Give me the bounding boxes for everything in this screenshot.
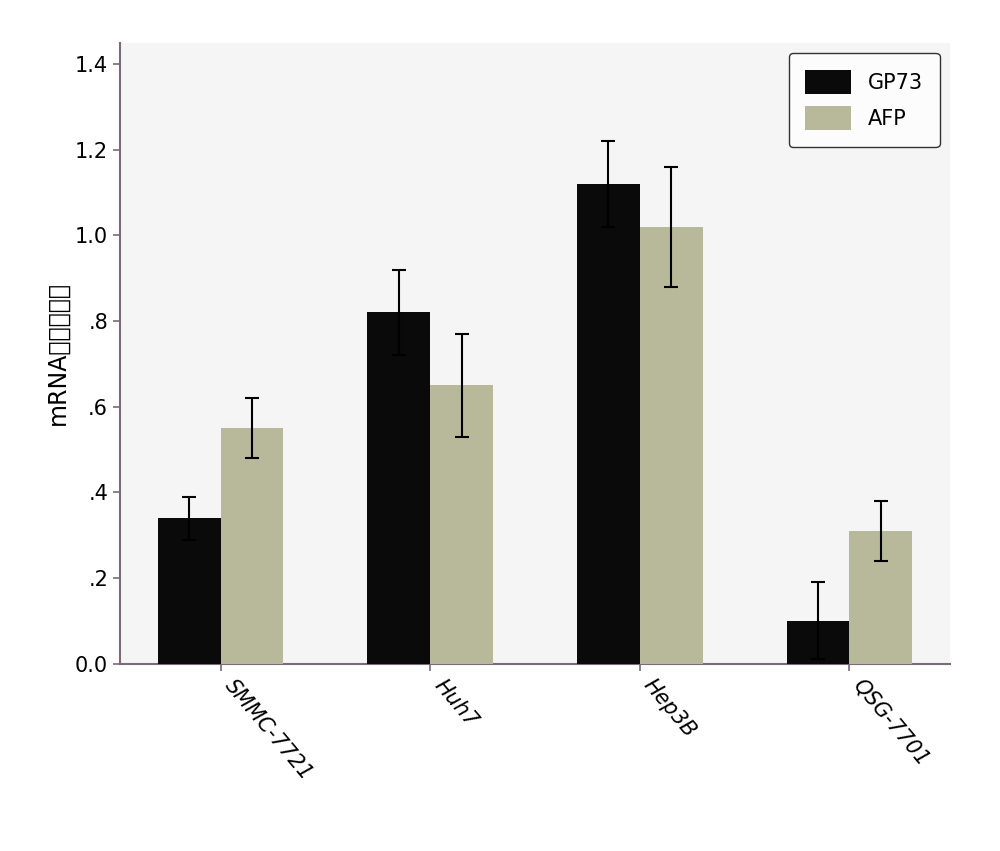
Bar [577,184,640,664]
Bar [221,428,283,664]
Bar [158,518,221,664]
Legend: GP73, AFP: GP73, AFP [789,53,940,147]
Bar [787,621,849,664]
Bar [367,312,430,664]
Bar [430,386,493,664]
Y-axis label: mRNA相对表达量: mRNA相对表达量 [46,281,70,426]
Bar [640,226,703,664]
Bar [849,531,912,664]
